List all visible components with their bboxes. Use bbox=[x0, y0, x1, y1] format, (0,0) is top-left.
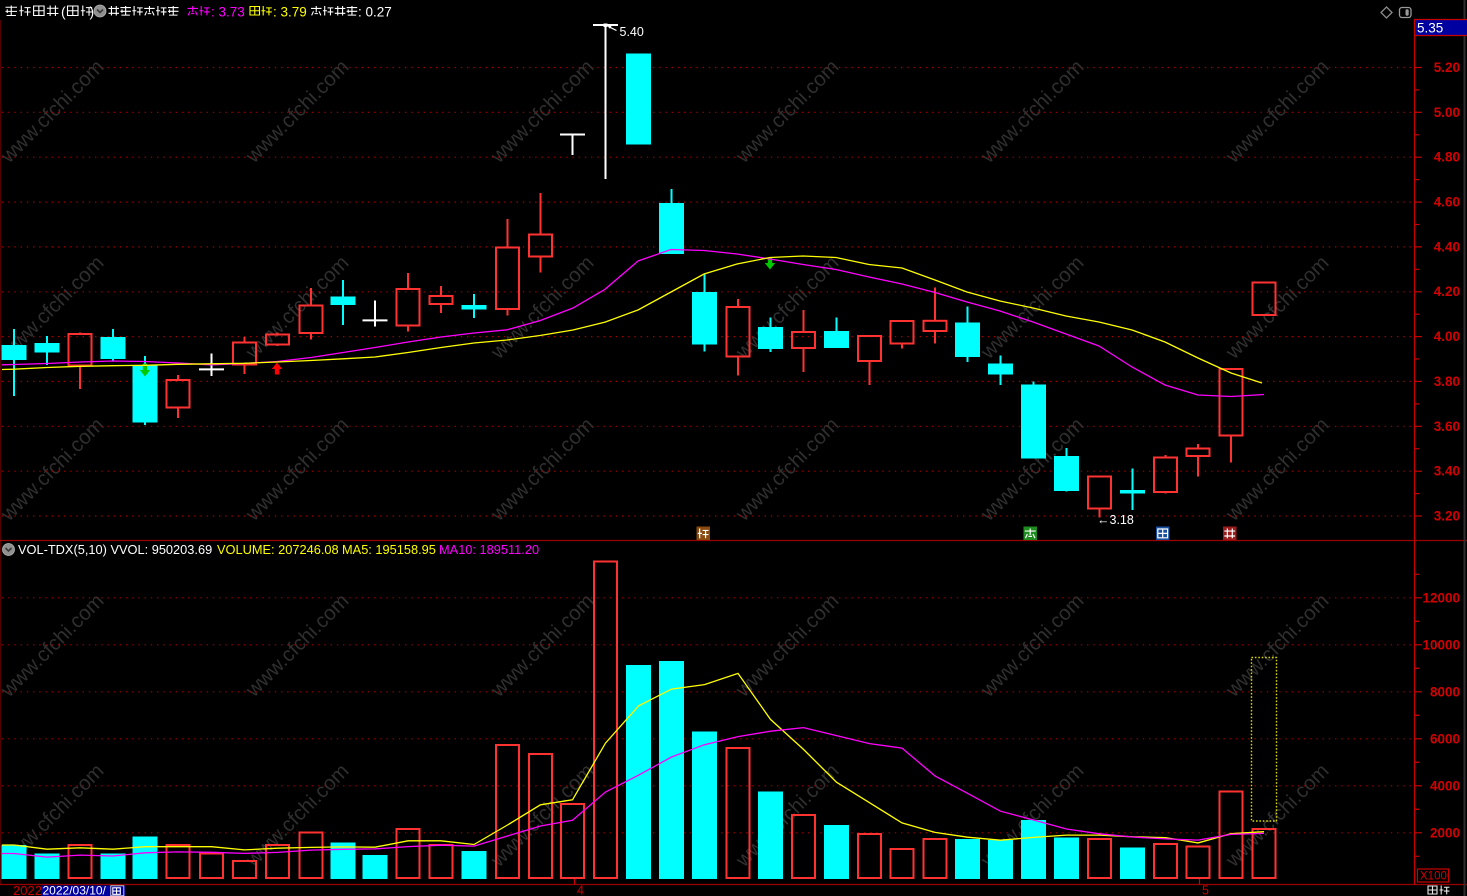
svg-text:12000: 12000 bbox=[1422, 590, 1460, 605]
svg-text:2022: 2022 bbox=[13, 883, 42, 896]
svg-text:2000: 2000 bbox=[1430, 825, 1460, 840]
svg-text:3.40: 3.40 bbox=[1434, 464, 1460, 479]
svg-text:6000: 6000 bbox=[1430, 731, 1460, 746]
svg-text:: 3.73: : 3.73 bbox=[211, 5, 245, 20]
svg-text:5.40: 5.40 bbox=[620, 25, 644, 39]
svg-text:4: 4 bbox=[577, 884, 584, 896]
svg-text:4000: 4000 bbox=[1430, 778, 1460, 793]
svg-text:4.40: 4.40 bbox=[1434, 239, 1460, 254]
svg-text:): ) bbox=[90, 4, 95, 20]
svg-text:←3.18: ←3.18 bbox=[1097, 513, 1134, 527]
svg-text:4.60: 4.60 bbox=[1434, 195, 1460, 210]
svg-text:4.80: 4.80 bbox=[1434, 150, 1460, 165]
svg-text:4.20: 4.20 bbox=[1434, 284, 1460, 299]
svg-text:8000: 8000 bbox=[1430, 684, 1460, 699]
svg-text:5.20: 5.20 bbox=[1434, 60, 1460, 75]
svg-text:: 3.79: : 3.79 bbox=[273, 5, 307, 20]
svg-text:(: ( bbox=[61, 4, 66, 20]
svg-text:5: 5 bbox=[1202, 884, 1209, 896]
svg-text:VOLUME: 207246.08: VOLUME: 207246.08 bbox=[217, 542, 339, 557]
svg-text:4.00: 4.00 bbox=[1434, 329, 1460, 344]
svg-text:5.00: 5.00 bbox=[1434, 105, 1460, 120]
svg-text:MA5: 195158.95: MA5: 195158.95 bbox=[342, 542, 436, 557]
svg-text:10000: 10000 bbox=[1422, 637, 1460, 652]
svg-text:2022/03/10/: 2022/03/10/ bbox=[43, 884, 107, 896]
svg-text:3.80: 3.80 bbox=[1434, 374, 1460, 389]
svg-text:3.20: 3.20 bbox=[1434, 509, 1460, 524]
svg-text:: 0.27: : 0.27 bbox=[358, 5, 392, 20]
svg-text:5.35: 5.35 bbox=[1417, 21, 1443, 36]
svg-text:VOL-TDX(5,10) VVOL: 950203.69: VOL-TDX(5,10) VVOL: 950203.69 bbox=[18, 542, 212, 557]
svg-text:X100: X100 bbox=[1420, 871, 1447, 883]
svg-text:MA10: 189511.20: MA10: 189511.20 bbox=[439, 542, 539, 557]
svg-text:3.60: 3.60 bbox=[1434, 419, 1460, 434]
